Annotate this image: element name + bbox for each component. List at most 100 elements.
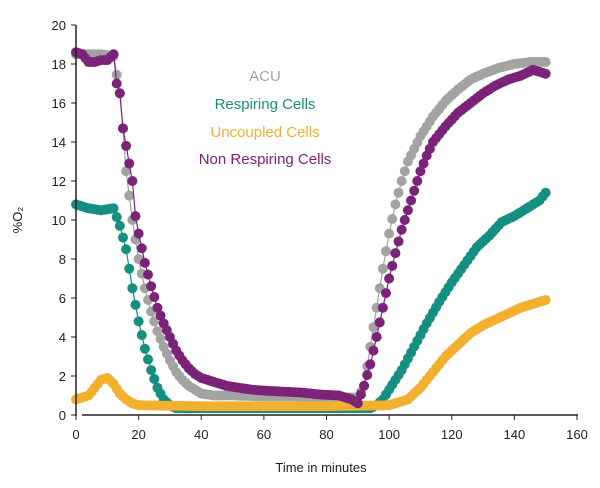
legend-uncoupled-cells: Uncoupled Cells: [210, 124, 319, 141]
data-point: [155, 310, 166, 321]
data-point: [396, 176, 407, 186]
legend-respiring-cells: Respiring Cells: [215, 96, 316, 113]
data-point: [139, 257, 150, 268]
x-tick-label: 140: [504, 427, 526, 442]
data-point: [390, 199, 401, 210]
x-tick-label: 80: [319, 427, 333, 442]
data-point: [374, 317, 385, 328]
legend: ACU Respiring Cells Uncoupled Cells Non …: [199, 68, 332, 168]
data-point: [380, 246, 391, 257]
data-point: [111, 78, 122, 89]
data-point: [377, 263, 388, 274]
legend-non-respiring-cells: Non Respiring Cells: [199, 151, 332, 168]
data-point: [371, 332, 382, 342]
data-point: [399, 166, 410, 177]
data-point: [143, 354, 154, 365]
y-tick-label: 10: [52, 213, 66, 228]
data-point: [133, 316, 144, 327]
y-axis-label: %O₂: [10, 207, 25, 234]
data-point: [387, 260, 398, 271]
data-point: [121, 244, 132, 255]
data-point: [117, 123, 128, 134]
data-point: [139, 343, 150, 354]
data-point: [393, 187, 404, 198]
data-point: [155, 333, 166, 344]
y-tick-label: 14: [52, 135, 66, 150]
data-point: [409, 185, 420, 196]
x-tick-label: 120: [441, 427, 463, 442]
data-point: [149, 316, 160, 327]
data-point: [355, 389, 366, 400]
series-non-respiring-cells: [71, 47, 551, 409]
data-point: [124, 158, 135, 169]
y-tick-label: 2: [59, 369, 66, 384]
data-point: [384, 228, 395, 239]
x-tick-label: 160: [566, 427, 588, 442]
y-tick-label: 0: [59, 408, 66, 423]
data-point: [108, 49, 119, 60]
series-respiring-cells: [71, 187, 551, 414]
data-point: [415, 166, 426, 177]
series-uncoupled-cells: [71, 294, 551, 412]
y-tick-label: 20: [52, 18, 66, 33]
x-tick-label: 60: [257, 427, 271, 442]
data-point: [390, 248, 401, 259]
x-tick-label: 0: [72, 427, 79, 442]
data-point: [406, 195, 417, 206]
x-tick-label: 100: [378, 427, 400, 442]
data-point: [114, 88, 125, 99]
data-point: [365, 359, 376, 370]
data-point: [540, 294, 551, 305]
data-point: [124, 263, 135, 274]
y-tick-label: 8: [59, 252, 66, 267]
data-point: [352, 398, 363, 409]
data-point: [121, 166, 132, 177]
data-point: [540, 187, 551, 198]
data-point: [396, 224, 407, 235]
data-point: [121, 140, 132, 151]
y-tick-label: 16: [52, 96, 66, 111]
y-tick-label: 6: [59, 291, 66, 306]
plot-area: [71, 47, 551, 414]
data-point: [127, 283, 138, 294]
data-point: [136, 243, 147, 254]
data-point: [540, 57, 551, 68]
data-point: [117, 232, 128, 243]
data-point: [146, 281, 157, 292]
x-ticks: 0 20 40 60 80 100 120 140 160: [72, 415, 588, 442]
data-point: [540, 68, 551, 79]
data-point: [114, 220, 125, 231]
data-point: [111, 212, 122, 223]
data-point: [152, 302, 163, 313]
data-point: [384, 273, 395, 284]
data-point: [359, 380, 370, 391]
data-point: [136, 330, 147, 341]
data-point: [377, 302, 388, 313]
data-point: [149, 373, 160, 384]
y-tick-label: 12: [52, 174, 66, 189]
data-point: [399, 215, 410, 225]
data-point: [143, 269, 154, 280]
data-point: [387, 214, 398, 225]
data-point: [130, 299, 141, 310]
data-point: [362, 370, 373, 381]
data-point: [152, 326, 163, 337]
data-point: [412, 176, 423, 186]
data-point: [124, 190, 135, 201]
data-point: [402, 205, 413, 216]
data-point: [127, 176, 138, 186]
data-point: [393, 236, 404, 247]
data-point: [146, 365, 157, 376]
data-point: [149, 292, 160, 303]
legend-acu: ACU: [249, 68, 281, 85]
data-point: [108, 203, 119, 214]
data-point: [418, 158, 429, 169]
data-point: [380, 288, 391, 299]
data-point: [111, 69, 122, 80]
x-tick-label: 20: [131, 427, 145, 442]
data-point: [130, 211, 141, 222]
y-tick-label: 18: [52, 57, 66, 72]
data-point: [368, 345, 379, 356]
x-tick-label: 40: [194, 427, 208, 442]
